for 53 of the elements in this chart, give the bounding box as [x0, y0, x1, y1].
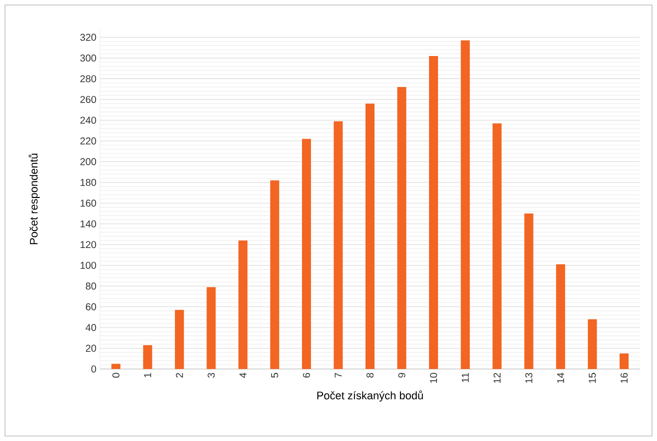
y-tick-label: 60: [86, 303, 96, 310]
y-tick-label: 260: [80, 96, 96, 104]
x-tick-label: 6: [302, 372, 310, 378]
bar: [524, 214, 534, 369]
x-tick-label: 16: [620, 372, 628, 383]
y-tick-label: 140: [80, 220, 96, 228]
y-tick-label: 300: [80, 54, 96, 62]
y-tick-label: 20: [86, 344, 96, 352]
y-tick-label: 0: [91, 365, 96, 373]
y-tick-label: 200: [80, 158, 96, 166]
y-tick-label: 240: [80, 116, 96, 124]
bar: [556, 264, 566, 369]
x-tick-label: 2: [176, 373, 183, 378]
x-tick-label: 15: [588, 372, 596, 383]
y-tick-label: 280: [80, 75, 96, 82]
bar: [492, 123, 502, 369]
bar: [111, 364, 120, 369]
x-tick-label: 1: [144, 372, 152, 378]
y-tick-label: 220: [80, 137, 96, 144]
x-tick-label: 11: [462, 373, 469, 382]
bar: [238, 240, 248, 369]
x-axis-title: Počet získaných bodů: [317, 390, 423, 402]
bar: [302, 138, 311, 369]
bar: [429, 56, 438, 369]
y-tick-label: 120: [80, 241, 96, 248]
bar: [143, 345, 152, 369]
y-tick-label: 80: [86, 282, 96, 290]
y-axis-title: Počet respondentů: [28, 154, 40, 244]
bar: [620, 353, 629, 369]
y-tick-label: 40: [86, 324, 96, 332]
bar: [206, 287, 216, 369]
x-tick-label: 4: [240, 372, 246, 378]
x-tick-label: 3: [208, 372, 215, 378]
x-tick-label: 12: [494, 373, 501, 383]
bar: [588, 319, 597, 369]
x-tick-label: 14: [557, 372, 564, 383]
x-tick-label: 10: [430, 372, 438, 383]
bar: [366, 104, 375, 369]
y-tick-label: 180: [80, 178, 96, 186]
x-tick-label: 13: [525, 372, 532, 383]
bar: [397, 87, 406, 369]
x-tick-label: 5: [271, 372, 278, 378]
bar: [270, 180, 280, 369]
bar: [334, 121, 343, 369]
bar: [174, 310, 184, 369]
x-tick-label: 9: [398, 372, 406, 378]
x-tick-label: 7: [334, 373, 342, 378]
y-tick-label: 320: [80, 34, 96, 41]
x-tick-label: 8: [366, 372, 374, 378]
y-tick-label: 100: [80, 262, 96, 269]
x-tick-label: 0: [112, 372, 120, 378]
y-tick-label: 160: [80, 200, 96, 207]
bar: [460, 40, 470, 369]
